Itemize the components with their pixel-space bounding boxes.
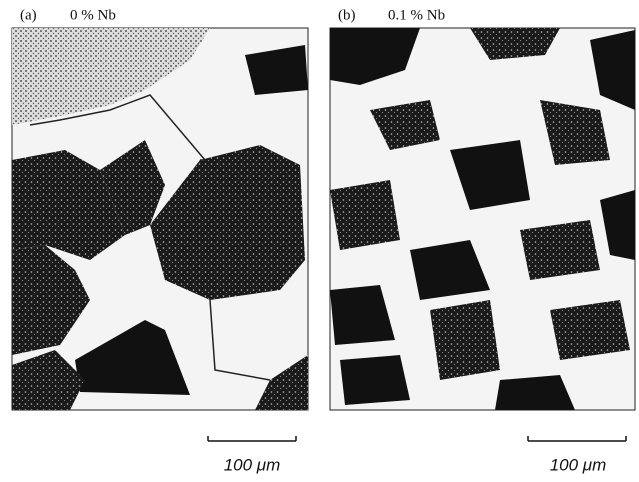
panel-caption: 0 % Nb xyxy=(70,7,116,23)
panel-label: (b) xyxy=(338,7,356,23)
scale-bar-a xyxy=(207,436,297,442)
scale-bar-b xyxy=(527,436,627,442)
micrograph-b xyxy=(329,27,636,411)
panel-caption: 0.1 % Nb xyxy=(388,7,445,23)
micrograph-a xyxy=(11,27,309,411)
scale-label: 100 μm xyxy=(550,455,607,474)
scale-label: 100 μm xyxy=(224,455,281,474)
panel-label: (a) xyxy=(20,7,37,23)
